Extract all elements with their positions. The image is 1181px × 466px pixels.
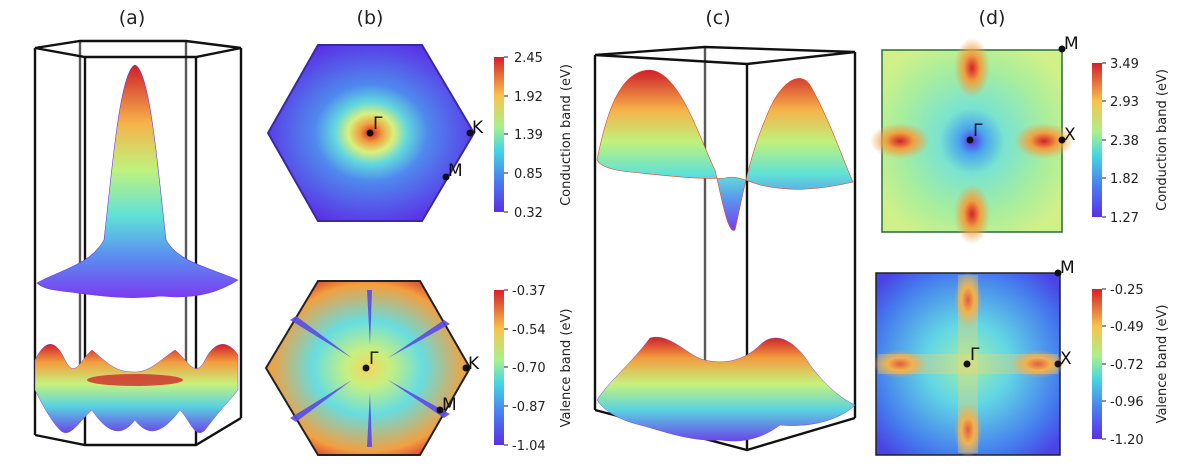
panel-d: (d) Γ X M 3.49 2.93 [870,7,1170,458]
colorbar-tick: -0.70 [512,361,546,376]
panel-b-conduction-map: Γ K M [266,44,484,222]
colorbar-tick: -0.37 [512,284,546,299]
panel-a-valence-surface [34,344,239,433]
gamma-label: Γ [373,114,383,134]
colorbar-tick: 2.38 [1110,134,1139,149]
panel-d-valence-map: Γ X M [872,258,1075,458]
gamma-point [366,129,374,137]
m-label: M [1060,258,1075,278]
gamma-label: Γ [973,121,983,141]
colorbar-title: Valence band (eV) [1155,305,1170,424]
m-label: M [442,395,457,415]
panel-d-valence-colorbar: -0.25 -0.49 -0.72 -0.96 -1.20 Valence ba… [1092,283,1170,448]
x-label: X [1064,125,1076,145]
panel-c: (c) [593,7,857,452]
panel-b: (b) Γ K M 2.45 1.92 1.39 0.85 0 [264,7,574,456]
panel-d-label: (d) [979,7,1006,29]
gamma-label: Γ [369,349,379,369]
k-point [462,364,470,372]
m-label: M [448,161,463,181]
colorbar-title: Conduction band (eV) [559,64,574,206]
colorbar-tick: -0.72 [1110,358,1144,373]
colorbar-tick: 1.39 [514,128,543,143]
colorbar-tick: 1.92 [514,90,543,105]
m-point [442,173,450,181]
colorbar-tick: -1.20 [1110,433,1144,448]
colorbar-ticks [1102,62,1106,218]
colorbar-tick: -0.49 [1110,320,1144,335]
colorbar-ticks [1102,288,1106,440]
panel-d-conduction-map: Γ X M [870,34,1079,244]
k-label: K [468,354,480,374]
x-point [1058,136,1066,144]
colorbar-tick: 3.49 [1110,57,1139,72]
colorbar-tick: -1.04 [512,439,546,454]
m-point [436,406,444,414]
colorbar-tick: 1.82 [1110,172,1139,187]
colorbar-tick: 1.27 [1110,211,1139,226]
gamma-point [966,136,974,144]
x-point [1054,360,1062,368]
colorbar-tick: -0.96 [1110,395,1144,410]
colorbar-title: Valence band (eV) [559,309,574,428]
k-point [466,129,474,137]
gamma-point [362,364,370,372]
panel-a-label: (a) [119,7,145,29]
panel-c-conduction-surface [596,69,854,231]
m-label: M [1064,34,1079,54]
panel-a-prism-frame [33,39,243,447]
colorbar-ticks [504,56,508,213]
panel-a: (a) [33,7,243,447]
panel-c-valence-surface [596,336,856,442]
colorbar-tick: 0.85 [514,167,543,182]
gamma-label: Γ [970,345,980,365]
m-point [1054,269,1062,277]
gamma-point [963,360,971,368]
panel-a-conduction-surface [36,64,239,298]
colorbar-title: Conduction band (eV) [1155,69,1170,211]
colorbar-tick: 2.93 [1110,95,1139,110]
colorbar-tick: 0.32 [514,206,543,221]
panel-d-conduction-colorbar: 3.49 2.93 2.38 1.82 1.27 Conduction band… [1092,57,1170,226]
panel-b-label: (b) [357,7,384,29]
panel-b-valence-map: Γ K M [264,280,480,456]
x-label: X [1060,349,1072,369]
colorbar-tick: 2.45 [514,51,543,66]
panel-b-conduction-colorbar: 2.45 1.92 1.39 0.85 0.32 Conduction band… [494,51,574,221]
colorbar-tick: -0.54 [512,323,546,338]
colorbar-tick: -0.25 [1110,283,1144,298]
panel-c-label: (c) [705,7,730,29]
panel-b-valence-colorbar: -0.37 -0.54 -0.70 -0.87 -1.04 Valence ba… [494,284,574,454]
m-point [1058,45,1066,53]
k-label: K [472,118,484,138]
colorbar-tick: -0.87 [512,400,546,415]
colorbar-ticks [504,289,508,446]
